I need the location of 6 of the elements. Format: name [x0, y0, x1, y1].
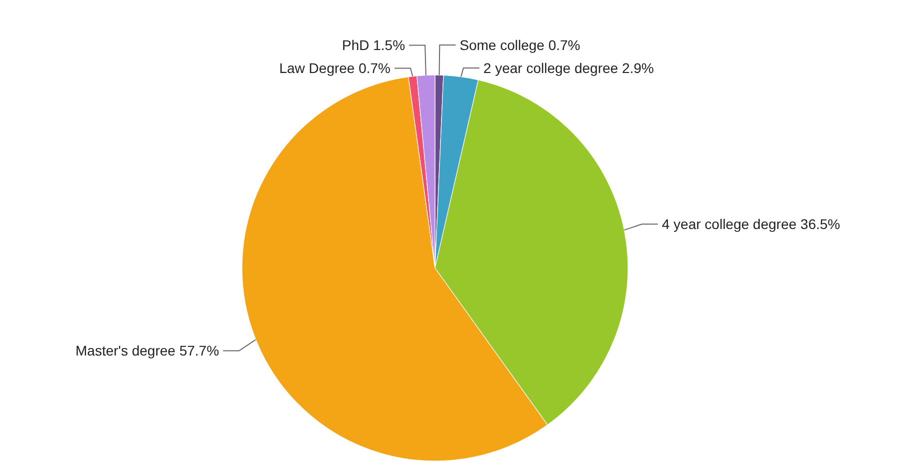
slice-label: Some college 0.7% [460, 36, 580, 53]
slice-label: 4 year college degree 36.5% [662, 216, 840, 232]
slice-label: PhD 1.5% [342, 37, 406, 54]
slice-label: 2 year college degree 2.9% [483, 60, 654, 76]
slice-label: Master's degree 57.7% [76, 342, 220, 359]
slice-label: Law Degree 0.7% [279, 60, 391, 76]
